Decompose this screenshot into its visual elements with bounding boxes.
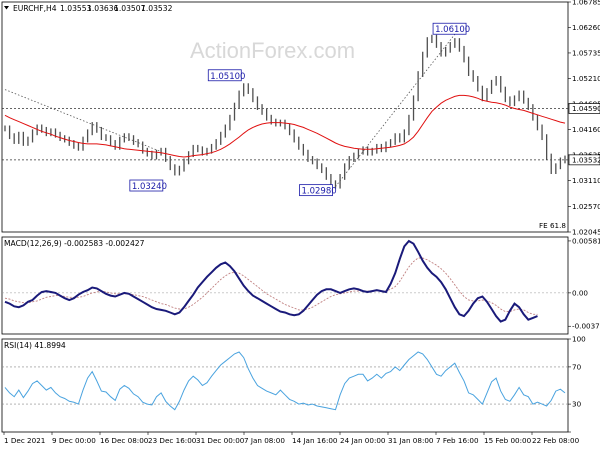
trendline xyxy=(335,34,456,187)
symbol-label: EURCHF,H4 xyxy=(13,4,57,13)
price-tick-label: 1.06260 xyxy=(572,23,600,32)
macd-title: MACD(12,26,9) -0.002583 -0.002427 xyxy=(4,239,145,248)
rsi-title: RSI(14) 41.8994 xyxy=(4,341,66,350)
x-tick-label: 24 Jan 00:00 xyxy=(340,436,386,445)
x-tick-label: 1 Dec 2021 xyxy=(4,436,45,445)
x-tick-label: 31 Jan 08:00 xyxy=(388,436,434,445)
macd-panel: 0.00581 0.00 -0.003733 xyxy=(1,236,600,335)
x-tick-label: 9 Dec 00:00 xyxy=(52,436,96,445)
price-tick-label: 1.02570 xyxy=(572,202,600,211)
annotation-box xyxy=(129,179,164,192)
open-value: 1.03553 xyxy=(60,4,92,13)
watermark: ActionForex.com xyxy=(190,38,355,63)
price-tick-label: 1.02045 xyxy=(572,228,600,237)
x-tick-label: 7 Jan 08:00 xyxy=(244,436,285,445)
x-tick-label: 7 Feb 16:00 xyxy=(436,436,479,445)
x-tick-label: 22 Feb 08:00 xyxy=(532,436,580,445)
rsi-panel: 100 70 30 xyxy=(1,335,586,433)
annotation-label: 1.05100 xyxy=(210,72,245,82)
price-level-box xyxy=(568,154,600,166)
macd-tick-label: -0.003733 xyxy=(572,322,600,331)
macd-tick-label: 0.00 xyxy=(572,288,588,297)
moving-average-line xyxy=(4,94,566,158)
price-level-box xyxy=(568,103,600,114)
price-tick-label: 1.06785 xyxy=(572,0,600,7)
x-tick-label: 23 Dec 16:00 xyxy=(148,436,197,445)
x-tick-label: 14 Jan 16:00 xyxy=(292,436,338,445)
price-panel-frame xyxy=(1,1,569,233)
rsi-tick-label: 70 xyxy=(572,362,582,371)
dropdown-arrow-icon xyxy=(4,6,9,10)
low-value: 1.03507 xyxy=(114,4,146,13)
close-value: 1.03532 xyxy=(141,4,173,13)
macd-line xyxy=(4,239,538,323)
x-tick-label: 16 Dec 08:00 xyxy=(100,436,149,445)
annotation-label: 1.06100 xyxy=(435,25,470,35)
rsi-line xyxy=(4,351,566,411)
annotation-label: 1.02980 xyxy=(301,187,336,197)
price-level-label: 1.03532 xyxy=(572,155,600,164)
fib-label: FE 61.8 xyxy=(539,221,566,230)
x-tick-label: 31 Dec 00:00 xyxy=(196,436,245,445)
annotation-box xyxy=(432,22,467,35)
price-level-label: 1.04590 xyxy=(572,104,600,113)
price-tick-label: 1.03110 xyxy=(572,176,600,185)
chart-header: EURCHF,H4 1.03553 1.03636 1.03507 1.0353… xyxy=(4,4,173,13)
rsi-panel-frame xyxy=(1,338,569,433)
macd-tick-label: 0.00581 xyxy=(572,236,600,245)
price-tick-label: 1.05210 xyxy=(572,74,600,83)
rsi-tick-label: 100 xyxy=(572,335,586,344)
x-tick-label: 15 Feb 00:00 xyxy=(484,436,532,445)
price-tick-label: 1.05735 xyxy=(572,48,600,57)
price-tick-label: 1.04160 xyxy=(572,125,600,134)
high-value: 1.03636 xyxy=(87,4,119,13)
annotation-box xyxy=(299,184,333,197)
price-panel: 1.067851.062601.057351.052101.046851.041… xyxy=(1,0,600,237)
annotation-box xyxy=(207,69,242,82)
x-axis: 1 Dec 2021 9 Dec 00:00 16 Dec 08:00 23 Dec … xyxy=(3,432,580,445)
macd-signal-line xyxy=(4,257,538,315)
macd-panel-frame xyxy=(1,236,569,335)
rsi-tick-label: 30 xyxy=(572,400,582,409)
annotation-label: 1.03240 xyxy=(132,182,167,192)
